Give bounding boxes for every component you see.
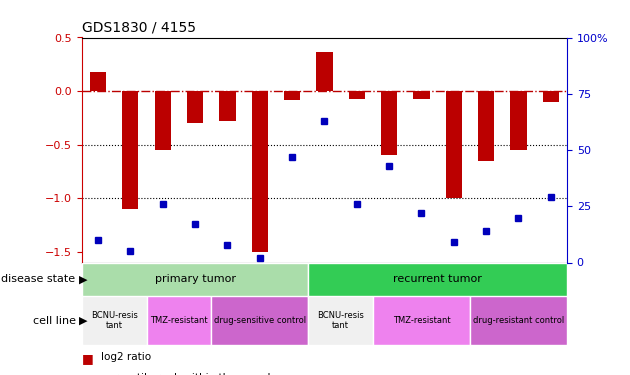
Text: TMZ-resistant: TMZ-resistant: [150, 316, 208, 325]
Text: percentile rank within the sample: percentile rank within the sample: [101, 373, 277, 375]
Text: ■: ■: [82, 373, 94, 375]
Bar: [478, 91, 495, 161]
Bar: [211, 296, 308, 345]
Text: log2 ratio: log2 ratio: [101, 352, 151, 363]
Text: BCNU-resis
tant: BCNU-resis tant: [91, 311, 138, 330]
Bar: [187, 91, 203, 123]
Bar: [155, 91, 171, 150]
Bar: [82, 296, 147, 345]
Text: disease state: disease state: [1, 274, 76, 284]
Bar: [543, 91, 559, 102]
Bar: [510, 91, 527, 150]
Text: ▶: ▶: [79, 274, 87, 284]
Bar: [308, 296, 373, 345]
Text: cell line: cell line: [33, 316, 76, 326]
Bar: [308, 262, 567, 296]
Bar: [470, 296, 567, 345]
Bar: [446, 91, 462, 198]
Bar: [122, 91, 139, 209]
Text: primary tumor: primary tumor: [154, 274, 236, 284]
Bar: [252, 91, 268, 252]
Bar: [381, 91, 398, 155]
Text: GDS1830 / 4155: GDS1830 / 4155: [82, 21, 196, 35]
Text: drug-sensitive control: drug-sensitive control: [214, 316, 306, 325]
Text: drug-resistant control: drug-resistant control: [473, 316, 564, 325]
Bar: [90, 72, 106, 91]
Text: TMZ-resistant: TMZ-resistant: [392, 316, 450, 325]
Text: ■: ■: [82, 352, 94, 366]
Bar: [349, 91, 365, 99]
Text: ▶: ▶: [79, 316, 87, 326]
Bar: [373, 296, 470, 345]
Bar: [82, 262, 308, 296]
Bar: [284, 91, 301, 100]
Bar: [316, 53, 333, 91]
Bar: [413, 91, 430, 99]
Bar: [147, 296, 211, 345]
Text: recurrent tumor: recurrent tumor: [393, 274, 482, 284]
Bar: [219, 91, 236, 121]
Text: BCNU-resis
tant: BCNU-resis tant: [317, 311, 364, 330]
